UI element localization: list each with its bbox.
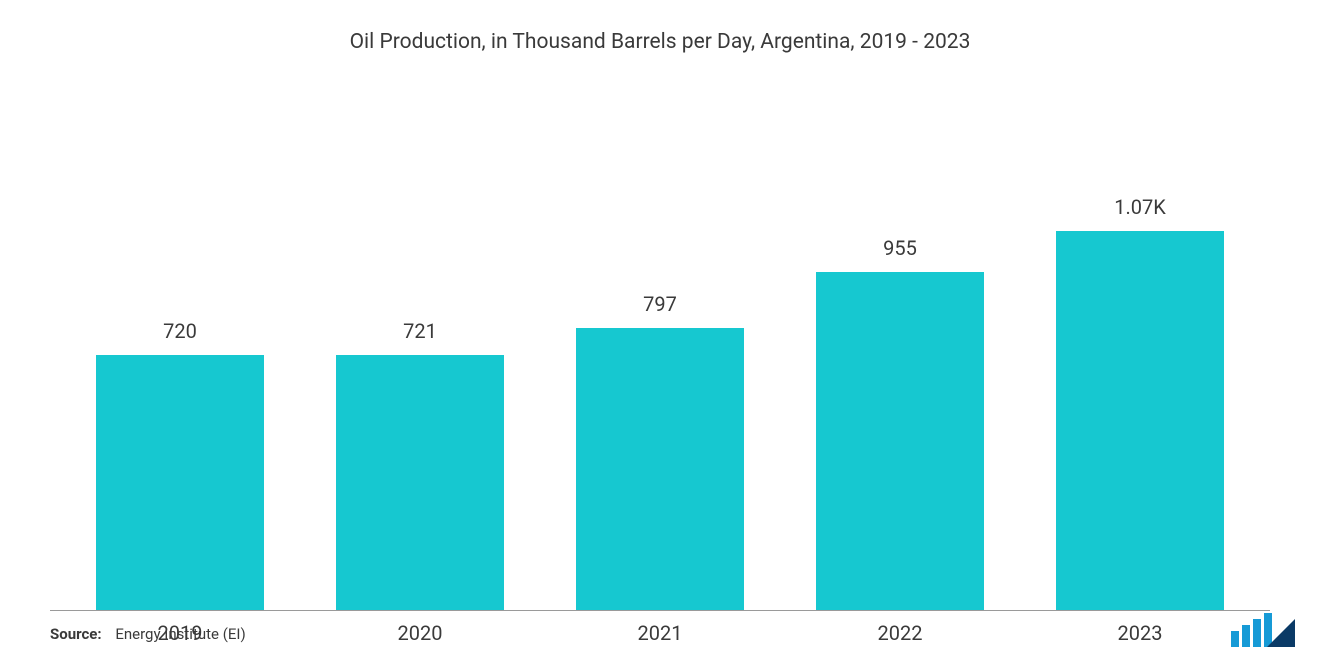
logo-bar: [1264, 613, 1272, 647]
bar-2019: [96, 355, 264, 610]
x-tick: 2022: [792, 621, 1008, 645]
chart-container: Oil Production, in Thousand Barrels per …: [0, 0, 1320, 665]
logo-bar: [1231, 631, 1239, 647]
bar-group: 721: [312, 114, 528, 610]
source-footer: Source: Energy Institute (EI): [50, 625, 246, 643]
bar-group: 797: [552, 114, 768, 610]
bar-value-label: 720: [163, 319, 197, 343]
bar-value-label: 1.07K: [1114, 195, 1166, 219]
bar-2023: [1056, 231, 1224, 610]
x-tick: 2020: [312, 621, 528, 645]
source-value: Energy Institute (EI): [115, 625, 245, 643]
bar-2020: [336, 355, 504, 610]
x-tick: 2021: [552, 621, 768, 645]
bar-value-label: 797: [643, 292, 677, 316]
logo-bar: [1242, 625, 1250, 647]
source-label: Source:: [50, 625, 102, 643]
plot-area: 720 721 797 955 1.07K: [50, 114, 1270, 611]
bar-value-label: 721: [403, 319, 437, 343]
bar-2021: [576, 328, 744, 610]
bar-group: 720: [72, 114, 288, 610]
bar-2022: [816, 272, 984, 610]
x-tick: 2023: [1032, 621, 1248, 645]
bar-group: 955: [792, 114, 1008, 610]
chart-title: Oil Production, in Thousand Barrels per …: [50, 30, 1270, 54]
mordor-logo-icon: [1231, 613, 1295, 647]
bar-group: 1.07K: [1032, 114, 1248, 610]
logo-bar: [1253, 619, 1261, 647]
bar-value-label: 955: [883, 236, 917, 260]
